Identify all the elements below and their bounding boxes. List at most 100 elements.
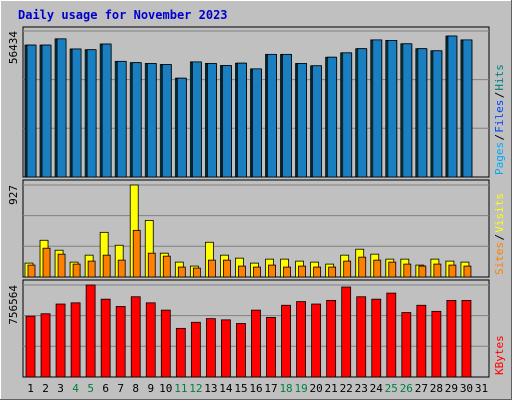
day-label: 16 xyxy=(249,382,262,395)
bar-kbytes xyxy=(205,318,216,378)
bar-kbytes xyxy=(190,321,201,378)
bar-pages xyxy=(282,53,292,178)
day-label: 11 xyxy=(174,382,187,395)
bar-sites xyxy=(298,265,306,278)
bar-sites xyxy=(177,266,186,278)
bar-pages xyxy=(357,48,368,178)
bar-sites xyxy=(207,259,216,278)
bar-pages xyxy=(297,63,307,178)
bar-pages xyxy=(252,68,262,178)
day-label: 6 xyxy=(102,382,109,395)
bar-pages xyxy=(327,56,338,178)
bar-pages xyxy=(432,50,443,178)
bar-kbytes xyxy=(326,299,337,378)
bar-sites xyxy=(162,255,171,278)
bar-pages xyxy=(101,43,112,178)
bar-sites xyxy=(238,265,246,278)
bar-pages xyxy=(161,64,172,178)
bar-sites xyxy=(102,254,111,278)
bar-kbytes xyxy=(356,296,367,378)
bar-kbytes xyxy=(130,296,141,378)
day-label: 24 xyxy=(370,382,384,395)
bar-sites xyxy=(27,264,36,278)
day-label: 4 xyxy=(72,382,79,395)
day-label: 17 xyxy=(264,382,277,395)
bar-sites xyxy=(87,260,96,278)
bar-pages xyxy=(312,65,323,178)
bar-kbytes xyxy=(145,302,156,378)
bar-kbytes xyxy=(431,310,442,378)
bar-kbytes xyxy=(25,315,36,378)
legend-label: Visits xyxy=(493,193,506,233)
day-label: 28 xyxy=(430,382,443,395)
bar-kbytes xyxy=(341,286,352,378)
bar-pages xyxy=(372,39,383,178)
bar-sites xyxy=(328,266,337,278)
bar-pages xyxy=(237,62,247,178)
day-label: 1 xyxy=(27,382,34,395)
bar-kbytes xyxy=(236,323,246,378)
bar-kbytes xyxy=(55,303,66,378)
y-max-label: 927 xyxy=(7,185,20,205)
day-label: 31 xyxy=(475,382,488,395)
bar-kbytes xyxy=(386,292,397,378)
bar-kbytes xyxy=(461,299,472,378)
legend-label: Pages xyxy=(493,142,506,175)
day-label: 23 xyxy=(355,382,368,395)
bar-kbytes xyxy=(221,319,231,378)
bar-kbytes xyxy=(175,327,186,378)
bar-sites xyxy=(223,259,231,278)
bar-pages xyxy=(447,35,458,178)
bar-pages xyxy=(26,44,37,178)
bar-pages xyxy=(71,48,82,178)
day-label: 5 xyxy=(87,382,94,395)
bar-pages xyxy=(146,63,157,178)
day-label: 9 xyxy=(147,382,154,395)
bar-pages xyxy=(176,77,187,178)
legend-label: / xyxy=(493,134,506,141)
bar-sites xyxy=(268,264,276,278)
bar-kbytes xyxy=(100,298,111,378)
day-label: 22 xyxy=(340,382,353,395)
bar-kbytes xyxy=(251,309,261,378)
bar-kbytes xyxy=(40,313,51,378)
bar-sites xyxy=(117,259,126,278)
day-label: 26 xyxy=(400,382,413,395)
legend-label: Files xyxy=(493,100,506,133)
bar-kbytes xyxy=(266,317,276,378)
legend-label: / xyxy=(493,92,506,99)
day-label: 25 xyxy=(385,382,398,395)
bar-pages xyxy=(41,44,52,178)
legend-label: Sites xyxy=(493,242,506,275)
day-label: 7 xyxy=(117,382,124,395)
y-max-label: 756564 xyxy=(7,285,20,325)
bar-pages xyxy=(462,39,473,178)
bar-sites xyxy=(147,252,156,278)
bar-sites xyxy=(448,264,457,278)
bar-sites xyxy=(42,247,51,278)
bar-pages xyxy=(131,62,142,178)
day-label: 3 xyxy=(57,382,64,395)
day-label: 20 xyxy=(310,382,323,395)
legend-label: / xyxy=(493,234,506,241)
bar-kbytes xyxy=(401,312,412,378)
bar-pages xyxy=(342,52,353,178)
bar-kbytes xyxy=(85,284,96,378)
bar-sites xyxy=(358,256,367,278)
day-label: 27 xyxy=(415,382,428,395)
bar-sites xyxy=(463,265,472,278)
day-label: 15 xyxy=(234,382,247,395)
bar-sites xyxy=(72,263,81,278)
bar-sites xyxy=(57,253,66,278)
bar-kbytes xyxy=(371,298,382,378)
bar-pages xyxy=(387,40,398,178)
bar-sites xyxy=(283,266,291,278)
bar-kbytes xyxy=(160,309,171,378)
bar-pages xyxy=(116,60,127,178)
bar-kbytes xyxy=(311,303,322,378)
bar-sites xyxy=(373,259,382,278)
bar-kbytes xyxy=(115,306,126,378)
day-label: 29 xyxy=(445,382,458,395)
bar-kbytes xyxy=(446,299,457,378)
day-label: 2 xyxy=(42,382,49,395)
